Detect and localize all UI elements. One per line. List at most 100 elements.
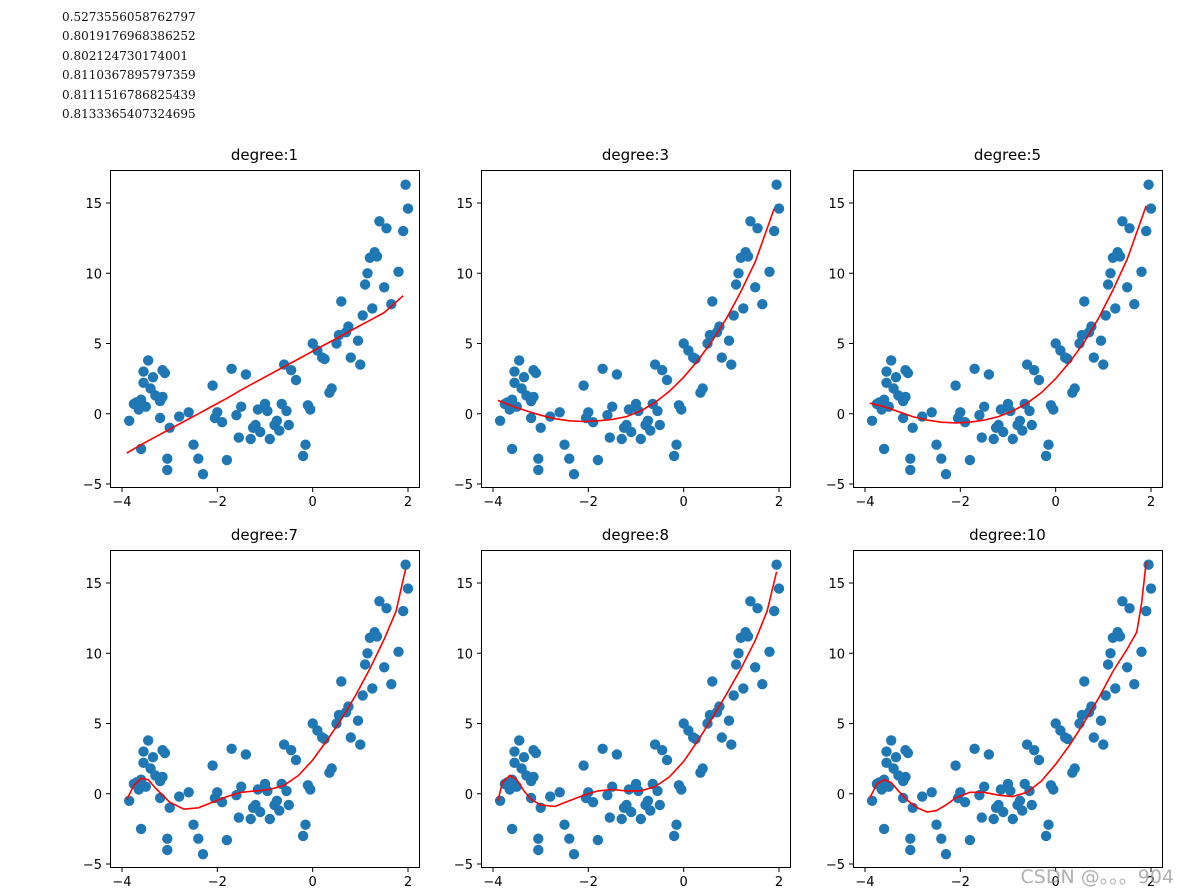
data-point [278,739,290,750]
data-point [359,279,371,290]
plot-frame [481,170,791,488]
fit-line [497,571,778,808]
data-point [1069,383,1080,394]
data-point [530,367,542,379]
data-point [221,834,233,846]
x-tick-label: 0 [680,495,688,510]
data-point [221,454,233,466]
plot-frame [853,170,1163,488]
x-tick-label: 2 [1147,875,1155,890]
data-point [1014,795,1026,806]
data-point [976,432,987,443]
data-point [764,266,775,277]
data-point [568,849,580,860]
y-tick-label: 15 [456,197,473,212]
data-point [1095,715,1107,726]
data-point [733,648,744,659]
scatter-points [866,559,1157,860]
x-tick-label: 0 [1052,495,1060,510]
y-tick-label: 10 [828,647,845,662]
data-point [607,401,618,412]
data-point [381,603,392,614]
data-point [931,439,942,450]
data-point [728,690,739,701]
x-tick-label: 0 [680,875,688,890]
y-tick-label: 10 [828,267,845,282]
data-point [331,718,342,729]
x-tick-label: 0 [1052,875,1060,890]
data-point [1043,439,1054,450]
x-tick-label: −4 [112,495,131,510]
y-tick-label: 10 [456,647,473,662]
data-point [1014,415,1026,426]
data-point [900,771,911,783]
data-point [936,833,947,844]
data-point [162,464,173,476]
subplot-title: degree:3 [602,146,669,164]
data-point [979,781,990,792]
data-point [897,792,909,804]
data-point [286,745,297,756]
data-point [926,787,937,798]
data-point [554,407,565,418]
data-point [897,412,909,424]
x-tick-label: 2 [1147,495,1155,510]
subplot-degree-7: degree:7 −4 −2 0 2 −5 0 5 10 15 [83,526,420,890]
data-point [726,739,737,750]
data-point [290,374,302,386]
y-tick-label: 5 [837,718,845,733]
console-line: 0.8111516786825439 [62,87,196,102]
data-point [950,760,961,771]
data-point [494,795,506,806]
data-point [652,785,663,797]
data-point [290,754,302,766]
data-point [1017,805,1028,816]
data-point [1100,310,1111,321]
console-output: 0.5273556058762797 0.8019176968386252 0.… [62,8,196,124]
data-point [274,425,285,436]
data-point [1136,266,1147,277]
fit-line [869,205,1147,424]
data-point [402,583,414,594]
data-point [1145,203,1157,214]
data-point [745,596,756,607]
data-point [697,763,708,774]
data-point [974,410,985,421]
data-point [905,453,916,464]
x-tick-label: −2 [208,495,227,510]
x-tick-label: −2 [951,875,970,890]
data-point [988,433,999,445]
data-point [773,583,785,594]
data-point [362,648,373,659]
data-point [886,735,897,746]
data-point [1136,646,1147,657]
data-point [931,819,942,830]
data-point [271,415,283,426]
data-point [750,662,761,673]
data-point [917,791,928,802]
data-point [1007,433,1018,445]
data-point [319,733,330,745]
data-point [159,747,171,759]
data-point [587,797,599,808]
data-point [345,352,356,363]
data-point [1021,739,1033,750]
data-point [587,417,599,428]
data-point [207,380,218,391]
data-point [668,450,680,462]
data-point [998,426,1009,438]
data-point [950,380,961,391]
data-point [352,335,364,346]
y-tick-label: 5 [837,338,845,353]
data-point [1102,279,1114,290]
data-point [326,383,337,394]
data-point [1105,268,1116,279]
y-tick-label: 15 [828,197,845,212]
data-point [730,279,742,290]
data-point [1029,365,1040,376]
data-point [1122,282,1133,293]
data-point [1005,785,1016,797]
data-point [264,433,275,445]
data-point [1141,225,1152,237]
y-tick-label: 10 [85,647,102,662]
